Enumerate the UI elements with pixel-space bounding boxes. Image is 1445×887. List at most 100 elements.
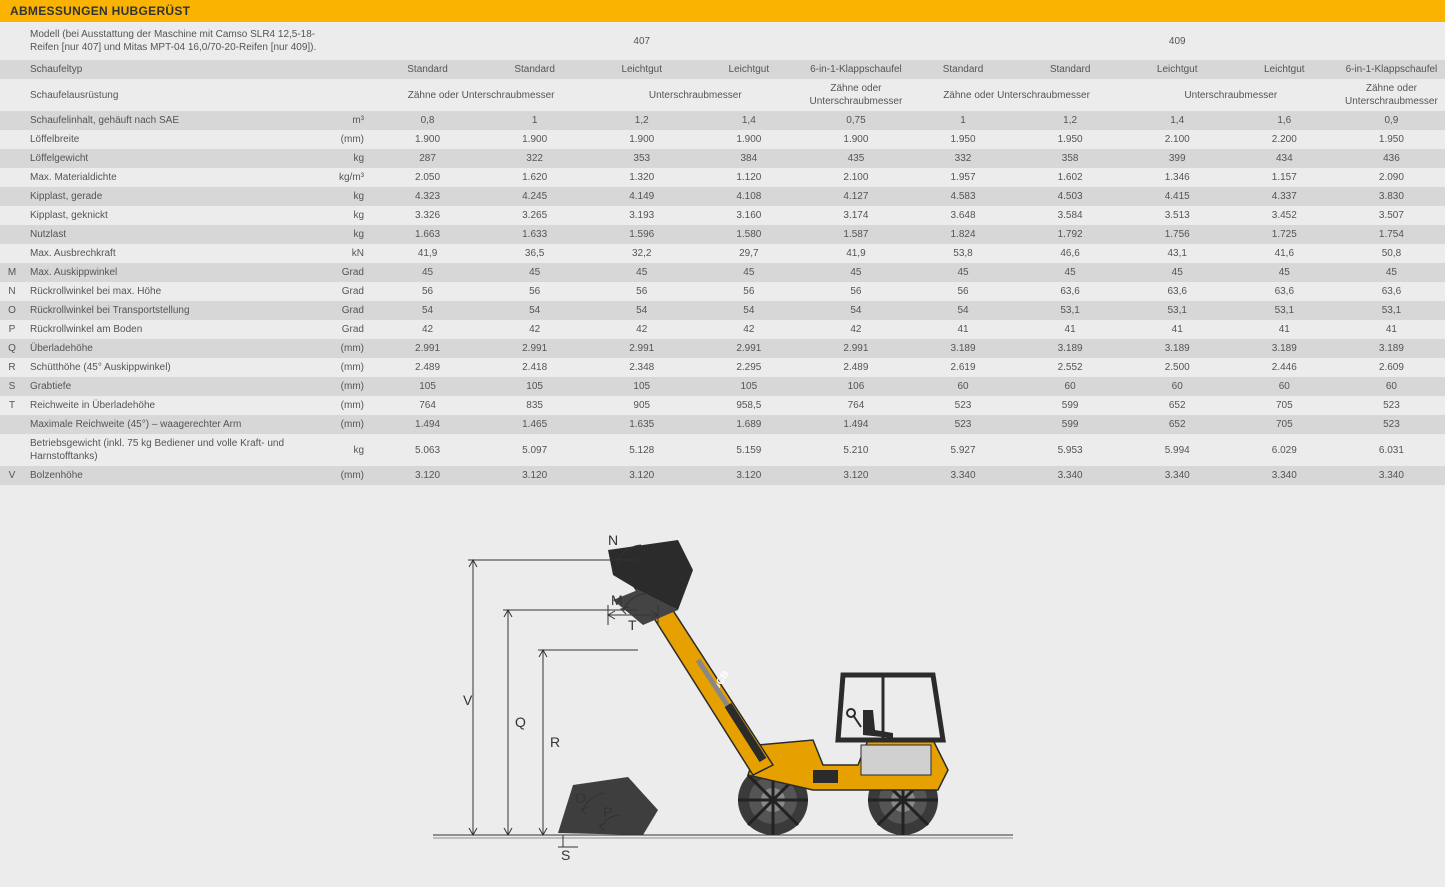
data-cell: 3.584	[1017, 206, 1124, 225]
data-cell: 3.189	[1338, 339, 1445, 358]
data-cell: 4.149	[588, 187, 695, 206]
table-row: Löffelgewichtkg2873223533844353323583994…	[0, 149, 1445, 168]
data-cell: 6.031	[1338, 434, 1445, 466]
data-cell: 4.415	[1124, 187, 1231, 206]
row-label: Überladehöhe	[24, 339, 324, 358]
row-letter: T	[0, 396, 24, 415]
row-label: Max. Materialdichte	[24, 168, 324, 187]
row-unit: Grad	[324, 263, 374, 282]
data-cell: 1.465	[481, 415, 588, 434]
data-cell: 53,8	[909, 244, 1016, 263]
table-row: ORückrollwinkel bei TransportstellungGra…	[0, 301, 1445, 320]
data-cell: 3.326	[374, 206, 481, 225]
row-letter	[0, 415, 24, 434]
data-cell: 3.189	[1124, 339, 1231, 358]
data-cell: 1.725	[1231, 225, 1338, 244]
spec-table: Modell (bei Ausstattung der Maschine mit…	[0, 22, 1445, 485]
data-cell: 1.587	[802, 225, 909, 244]
data-cell: 45	[481, 263, 588, 282]
data-cell: 56	[588, 282, 695, 301]
ausr-cell: Zähne oder Unterschraubmesser	[1338, 79, 1445, 111]
data-cell: 3.160	[695, 206, 802, 225]
data-cell: 5.159	[695, 434, 802, 466]
row-label: Max. Ausbrechkraft	[24, 244, 324, 263]
data-cell: 105	[481, 377, 588, 396]
row-label: Schaufelinhalt, gehäuft nach SAE	[24, 111, 324, 130]
data-cell: 1.950	[1338, 130, 1445, 149]
data-cell: 0,9	[1338, 111, 1445, 130]
data-cell: 2.446	[1231, 358, 1338, 377]
type-cell: 6-in-1-Klappschaufel	[1338, 60, 1445, 79]
data-cell: 42	[374, 320, 481, 339]
data-cell: 50,8	[1338, 244, 1445, 263]
row-label: Schütthöhe (45° Auskippwinkel)	[24, 358, 324, 377]
data-cell: 3.340	[1017, 466, 1124, 485]
row-unit: kg	[324, 187, 374, 206]
data-cell: 1.635	[588, 415, 695, 434]
data-cell: 45	[1231, 263, 1338, 282]
ausr-cell: Zähne oder Unterschraubmesser	[374, 79, 588, 111]
data-cell: 435	[802, 149, 909, 168]
data-cell: 905	[588, 396, 695, 415]
row-unit: Grad	[324, 320, 374, 339]
row-label: Max. Auskippwinkel	[24, 263, 324, 282]
row-letter	[0, 206, 24, 225]
data-cell: 41	[1231, 320, 1338, 339]
data-cell: 322	[481, 149, 588, 168]
ausr-label: Schaufelausrüstung	[24, 79, 324, 111]
table-row: Max. Materialdichtekg/m³2.0501.6201.3201…	[0, 168, 1445, 187]
data-cell: 54	[588, 301, 695, 320]
row-letter	[0, 149, 24, 168]
data-cell: 705	[1231, 396, 1338, 415]
data-cell: 46,6	[1017, 244, 1124, 263]
row-letter: P	[0, 320, 24, 339]
data-cell: 3.189	[1017, 339, 1124, 358]
svg-text:M: M	[611, 592, 623, 608]
row-label: Reichweite in Überladehöhe	[24, 396, 324, 415]
data-cell: 54	[374, 301, 481, 320]
data-cell: 523	[1338, 396, 1445, 415]
table-row: Kipplast, geradekg4.3234.2454.1494.1084.…	[0, 187, 1445, 206]
table-row: NRückrollwinkel bei max. HöheGrad5656565…	[0, 282, 1445, 301]
data-cell: 45	[1017, 263, 1124, 282]
model-label: Modell (bei Ausstattung der Maschine mit…	[24, 22, 324, 60]
data-cell: 3.174	[802, 206, 909, 225]
data-cell: 5.927	[909, 434, 1016, 466]
data-cell: 3.340	[909, 466, 1016, 485]
data-cell: 5.953	[1017, 434, 1124, 466]
data-cell: 1.900	[374, 130, 481, 149]
type-cell: Standard	[909, 60, 1016, 79]
data-cell: 5.128	[588, 434, 695, 466]
data-cell: 56	[695, 282, 802, 301]
data-cell: 45	[909, 263, 1016, 282]
dim-labels: V Q R T M N O P S	[463, 532, 637, 863]
data-cell: 106	[802, 377, 909, 396]
row-unit: (mm)	[324, 130, 374, 149]
type-cell: Leichtgut	[588, 60, 695, 79]
data-cell: 2.489	[374, 358, 481, 377]
ausr-cell: Unterschraubmesser	[1124, 79, 1338, 111]
data-cell: 105	[695, 377, 802, 396]
data-cell: 3.340	[1338, 466, 1445, 485]
data-cell: 4.245	[481, 187, 588, 206]
table-row: Nutzlastkg1.6631.6331.5961.5801.5871.824…	[0, 225, 1445, 244]
row-label: Löffelgewicht	[24, 149, 324, 168]
data-cell: 2.050	[374, 168, 481, 187]
table-row: RSchütthöhe (45° Auskippwinkel)(mm)2.489…	[0, 358, 1445, 377]
data-cell: 105	[374, 377, 481, 396]
data-cell: 56	[374, 282, 481, 301]
model-409: 409	[909, 22, 1445, 60]
data-cell: 1.580	[695, 225, 802, 244]
data-cell: 2.489	[802, 358, 909, 377]
row-letter: N	[0, 282, 24, 301]
data-cell: 3.452	[1231, 206, 1338, 225]
data-cell: 63,6	[1338, 282, 1445, 301]
data-cell: 63,6	[1231, 282, 1338, 301]
data-cell: 1.602	[1017, 168, 1124, 187]
data-cell: 41	[1124, 320, 1231, 339]
data-cell: 1	[481, 111, 588, 130]
data-cell: 958,5	[695, 396, 802, 415]
table-row: TReichweite in Überladehöhe(mm)764835905…	[0, 396, 1445, 415]
table-row: Schaufelinhalt, gehäuft nach SAEm³0,811,…	[0, 111, 1445, 130]
data-cell: 42	[481, 320, 588, 339]
